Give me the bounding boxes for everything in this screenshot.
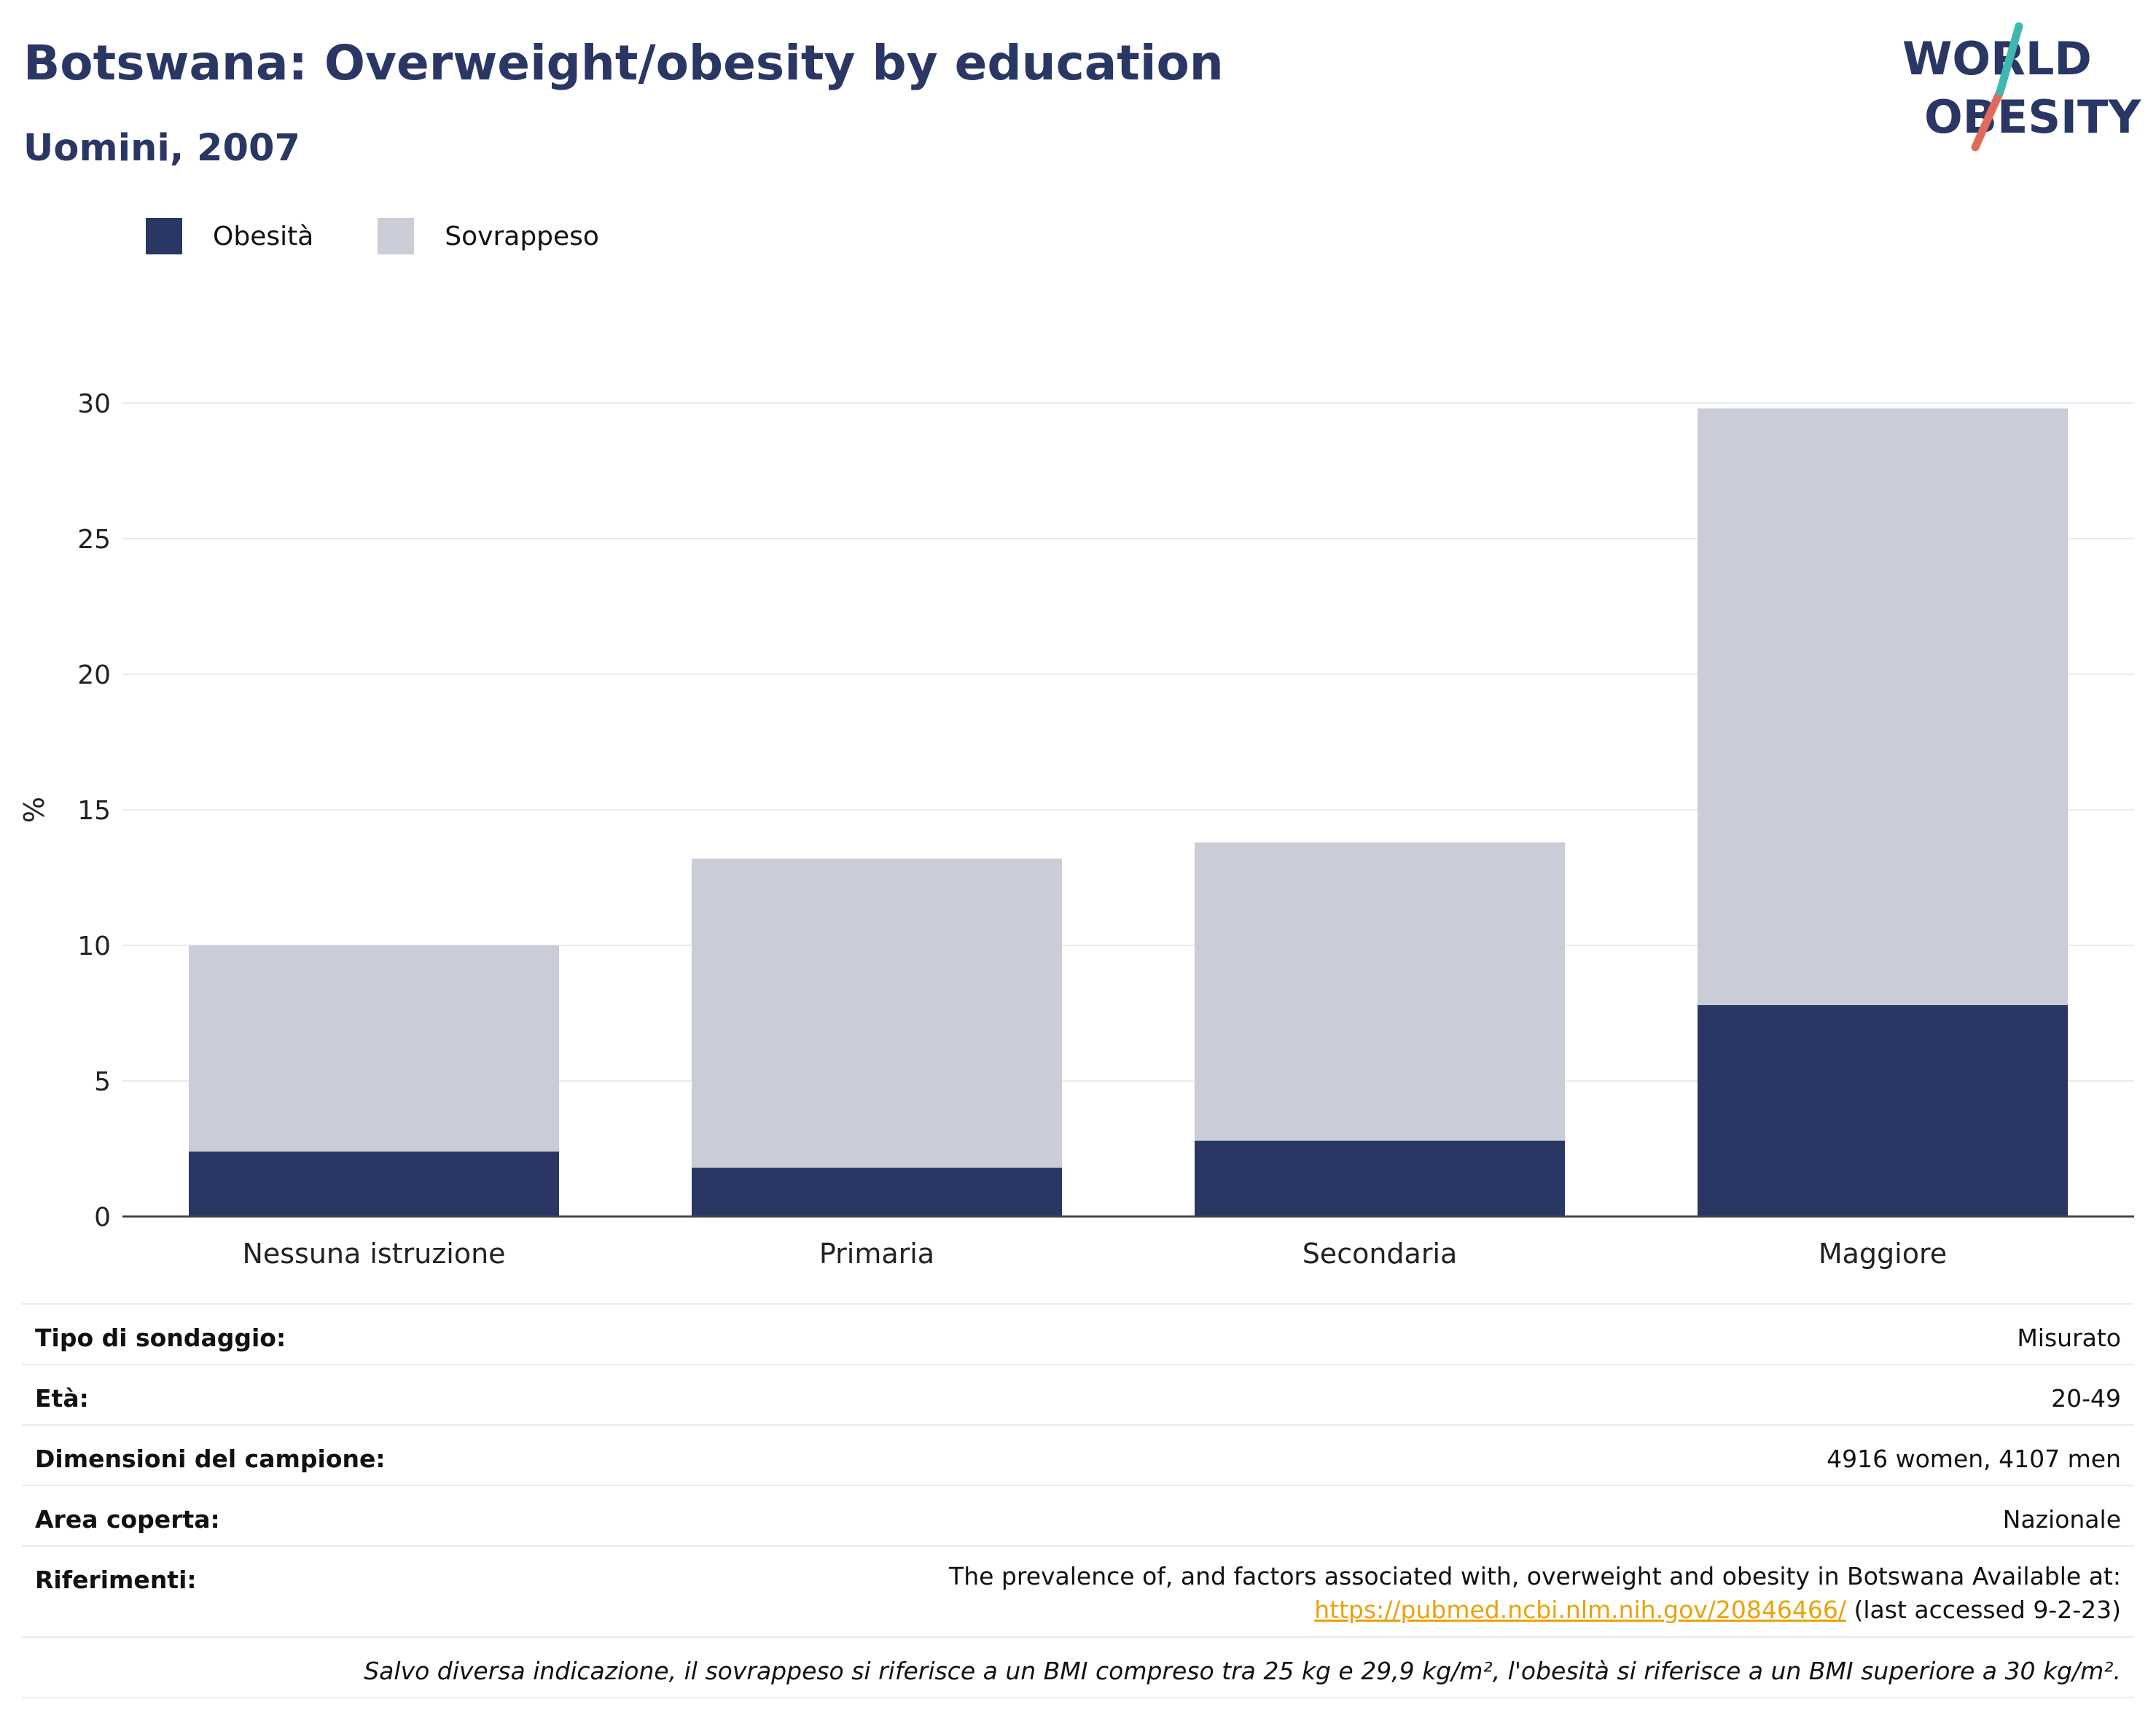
meta-row-sample-size: Dimensioni del campione: 4916 women, 410…: [22, 1424, 2134, 1485]
legend-label-overweight: Sovrappeso: [445, 221, 599, 251]
meta-value-sample-size: 4916 women, 4107 men: [1827, 1445, 2121, 1473]
meta-label-references: Riferimenti:: [35, 1566, 197, 1594]
legend-item-overweight: Sovrappeso: [378, 218, 599, 254]
meta-value-survey-type: Misurato: [2017, 1324, 2121, 1352]
x-tick-label-3: Maggiore: [1819, 1238, 1947, 1270]
reference-text: The prevalence of, and factors associate…: [949, 1562, 2121, 1590]
logo-line-2: OBESITY: [1924, 90, 2141, 144]
meta-value-references: The prevalence of, and factors associate…: [949, 1547, 2121, 1627]
y-tick-label-15: 15: [77, 796, 111, 826]
x-tick-label-1: Primaria: [819, 1238, 934, 1270]
logo-line-1: WORLD: [1902, 32, 2092, 85]
x-tick-label-0: Nessuna istruzione: [242, 1238, 505, 1270]
bar-obesity-0: [189, 1151, 559, 1216]
reference-link[interactable]: https://pubmed.ncbi.nlm.nih.gov/20846466…: [1314, 1596, 1846, 1624]
y-tick-label-30: 30: [77, 389, 111, 419]
meta-label-area: Area coperta:: [35, 1505, 220, 1534]
survey-metadata-table: Tipo di sondaggio: Misurato Età: 20-49 D…: [22, 1303, 2134, 1698]
bar-obesity-1: [692, 1168, 1062, 1216]
meta-row-references: Riferimenti: The prevalence of, and fact…: [22, 1545, 2134, 1636]
logo-slash-teal: [1996, 22, 2023, 96]
meta-bottom-rule: [22, 1697, 2134, 1698]
meta-label-sample-size: Dimensioni del campione:: [35, 1445, 386, 1473]
meta-row-area: Area coperta: Nazionale: [22, 1485, 2134, 1545]
bar-chart: 0 5 10 15 20 25 30 Nessuna istruzione Primaria Se…: [18, 389, 2134, 1270]
world-obesity-logo: WORLD OBESITY: [1902, 22, 2141, 152]
y-axis-label: %: [18, 797, 50, 823]
bar-overweight-1: [692, 858, 1062, 1168]
logo-slash-red: [1971, 87, 2004, 152]
y-tick-label-20: 20: [77, 660, 111, 690]
page-title: Botswana: Overweight/obesity by educatio…: [23, 35, 1224, 91]
reference-line-2: https://pubmed.ncbi.nlm.nih.gov/20846466…: [949, 1593, 2121, 1627]
legend-swatch-overweight: [378, 218, 415, 254]
meta-row-age: Età: 20-49: [22, 1364, 2134, 1424]
meta-value-age: 20-49: [2051, 1384, 2121, 1413]
meta-label-age: Età:: [35, 1384, 89, 1413]
meta-row-note: Salvo diversa indicazione, il sovrappeso…: [22, 1636, 2134, 1697]
y-tick-label-10: 10: [77, 932, 111, 961]
legend-item-obesity: Obesità: [146, 218, 313, 254]
bar-overweight-2: [1195, 842, 1565, 1141]
meta-label-survey-type: Tipo di sondaggio:: [35, 1324, 286, 1352]
bmi-definition-note: Salvo diversa indicazione, il sovrappeso…: [364, 1657, 2121, 1685]
legend-label-obesity: Obesità: [213, 221, 314, 251]
meta-value-area: Nazionale: [2002, 1505, 2121, 1534]
page-subtitle: Uomini, 2007: [23, 127, 300, 170]
bar-obesity-3: [1698, 1004, 2068, 1216]
bar-overweight-0: [189, 945, 559, 1152]
legend-swatch-obesity: [146, 218, 182, 254]
meta-row-survey-type: Tipo di sondaggio: Misurato: [22, 1303, 2134, 1364]
y-tick-label-5: 5: [94, 1067, 111, 1097]
bar-obesity-2: [1195, 1140, 1565, 1216]
y-tick-label-0: 0: [94, 1203, 111, 1233]
chart-legend: Obesità Sovrappeso: [146, 217, 663, 255]
x-tick-label-2: Secondaria: [1302, 1238, 1458, 1270]
reference-accessed: (last accessed 9-2-23): [1846, 1596, 2121, 1624]
y-tick-label-25: 25: [77, 525, 111, 555]
bar-overweight-3: [1698, 408, 2068, 1005]
